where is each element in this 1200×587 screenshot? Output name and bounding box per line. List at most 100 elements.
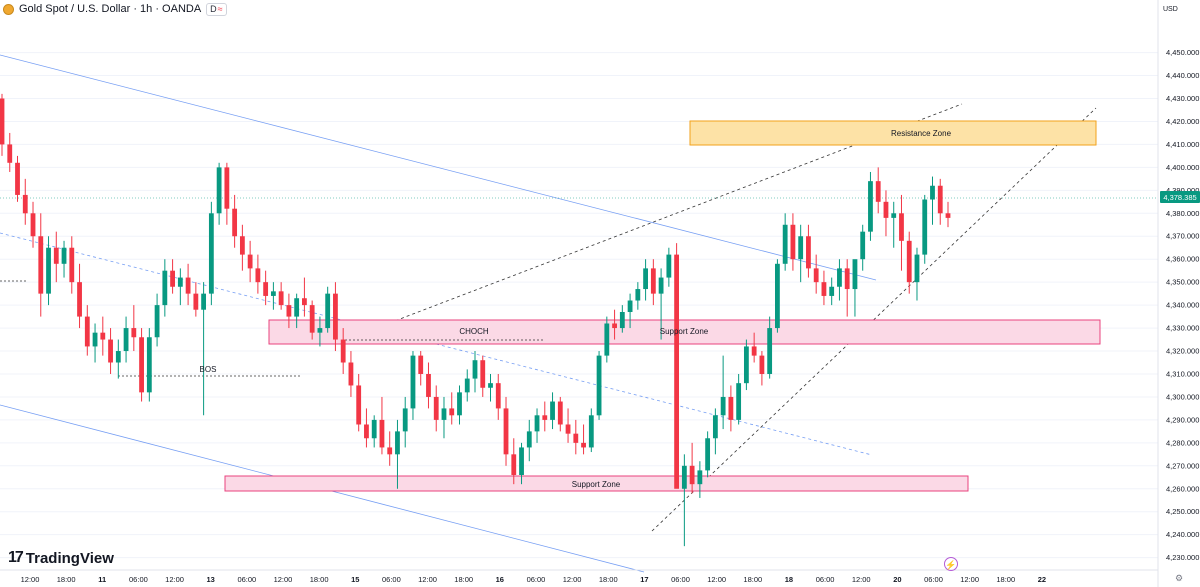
candle-body	[860, 231, 866, 260]
candle	[84, 305, 90, 356]
candle	[821, 270, 827, 306]
time-axis[interactable]: 12:00 18:00 11 06:00 12:00 13 06:00 12:00 18:00 1…	[21, 575, 1046, 584]
candle	[813, 254, 819, 294]
candle	[325, 286, 331, 333]
zone-labels: Resistance Zone CHOCH Support Zone BOS S…	[200, 129, 952, 489]
candle	[286, 293, 292, 329]
candle-body	[356, 385, 362, 425]
candle-body	[798, 236, 804, 260]
candle	[131, 305, 137, 352]
wedge-upper-line	[344, 103, 963, 341]
candle-body	[457, 392, 462, 416]
candle	[837, 259, 842, 301]
time-tick-label: 18:00	[454, 575, 473, 584]
time-tick-label: 12:00	[563, 575, 582, 584]
candle	[666, 247, 672, 287]
support-zone-lower[interactable]	[224, 475, 969, 492]
time-tick-label: 12:00	[852, 575, 871, 584]
candle-body	[650, 268, 656, 294]
candle-body	[891, 213, 897, 218]
candle-body	[426, 373, 431, 397]
candle-body	[449, 408, 455, 416]
candle-body	[937, 185, 943, 214]
candle	[588, 408, 594, 453]
candle-body	[108, 339, 113, 363]
support-zone-upper[interactable]	[268, 319, 1101, 345]
candle-body	[930, 185, 935, 200]
candle-body	[573, 433, 579, 443]
price-tick-label: 4,260.000	[1166, 484, 1199, 493]
candle	[38, 213, 44, 317]
candle-body	[139, 337, 144, 393]
candle	[410, 351, 416, 420]
candle	[208, 201, 214, 306]
candle-body	[775, 263, 780, 329]
candle	[930, 176, 935, 225]
candle-body	[759, 355, 765, 374]
price-axis[interactable]: 4,450.000 4,440.000 4,430.000 4,420.000 4,41…	[1166, 48, 1199, 562]
resistance-zone[interactable]	[689, 120, 1097, 146]
candle	[728, 385, 734, 432]
candle	[379, 396, 385, 455]
candle	[798, 224, 804, 283]
price-tick-label: 4,350.000	[1166, 278, 1199, 287]
candle-body	[53, 247, 59, 264]
candle-body	[705, 438, 711, 471]
candle	[100, 316, 106, 356]
candle	[464, 369, 470, 402]
candle	[511, 438, 517, 485]
candle	[790, 213, 796, 271]
candle	[542, 401, 548, 432]
candle	[619, 305, 625, 333]
price-tick-label: 4,330.000	[1166, 324, 1199, 333]
candle	[759, 351, 765, 386]
candle	[239, 224, 245, 271]
candle	[201, 282, 207, 416]
candle	[7, 132, 13, 172]
candle	[937, 178, 943, 225]
candle-body	[542, 415, 548, 420]
data-badge[interactable]: D ≈	[206, 2, 227, 16]
candle-body	[170, 270, 175, 287]
candle-body	[643, 268, 648, 290]
price-tick-label: 4,450.000	[1166, 48, 1199, 57]
price-tick-label: 4,280.000	[1166, 438, 1199, 447]
price-tick-label: 4,400.000	[1166, 163, 1199, 172]
chart-header: Gold Spot / U.S. Dollar · 1h · OANDA D ≈	[0, 0, 227, 18]
delayed-indicator: D	[210, 3, 217, 14]
candle	[472, 351, 478, 393]
time-tick-label: 06:00	[924, 575, 943, 584]
candle-body	[395, 431, 400, 455]
price-tick-label: 4,390.000	[1166, 186, 1199, 195]
candle	[340, 328, 346, 374]
candle	[643, 259, 648, 301]
flash-icon[interactable]: ⚡	[944, 557, 958, 571]
candle	[767, 316, 773, 379]
settings-gear-icon[interactable]: ⚙	[1175, 573, 1184, 583]
candle-body	[627, 300, 633, 313]
candle-body	[658, 277, 664, 294]
candle-body	[418, 355, 424, 374]
candle	[15, 155, 20, 202]
candle-body	[216, 167, 222, 214]
candle-body	[270, 291, 276, 296]
time-tick-label: 06:00	[527, 575, 546, 584]
time-tick-label: 18:00	[743, 575, 762, 584]
symbol-title[interactable]: Gold Spot / U.S. Dollar · 1h · OANDA	[19, 3, 202, 15]
candle-body	[736, 383, 742, 420]
time-tick-label: 06:00	[129, 575, 148, 584]
candle	[22, 178, 28, 225]
candle-body	[208, 213, 214, 294]
candle-body	[906, 240, 912, 283]
candle-body	[899, 213, 904, 241]
candle	[115, 339, 121, 379]
price-tick-label: 4,250.000	[1166, 507, 1199, 516]
candle-body	[69, 247, 75, 283]
candle-body	[239, 236, 245, 255]
currency-label[interactable]: USD	[1163, 6, 1178, 13]
candle-body	[317, 328, 323, 333]
candle	[635, 282, 641, 310]
candle-body	[495, 383, 501, 409]
time-tick-label: 12:00	[165, 575, 184, 584]
